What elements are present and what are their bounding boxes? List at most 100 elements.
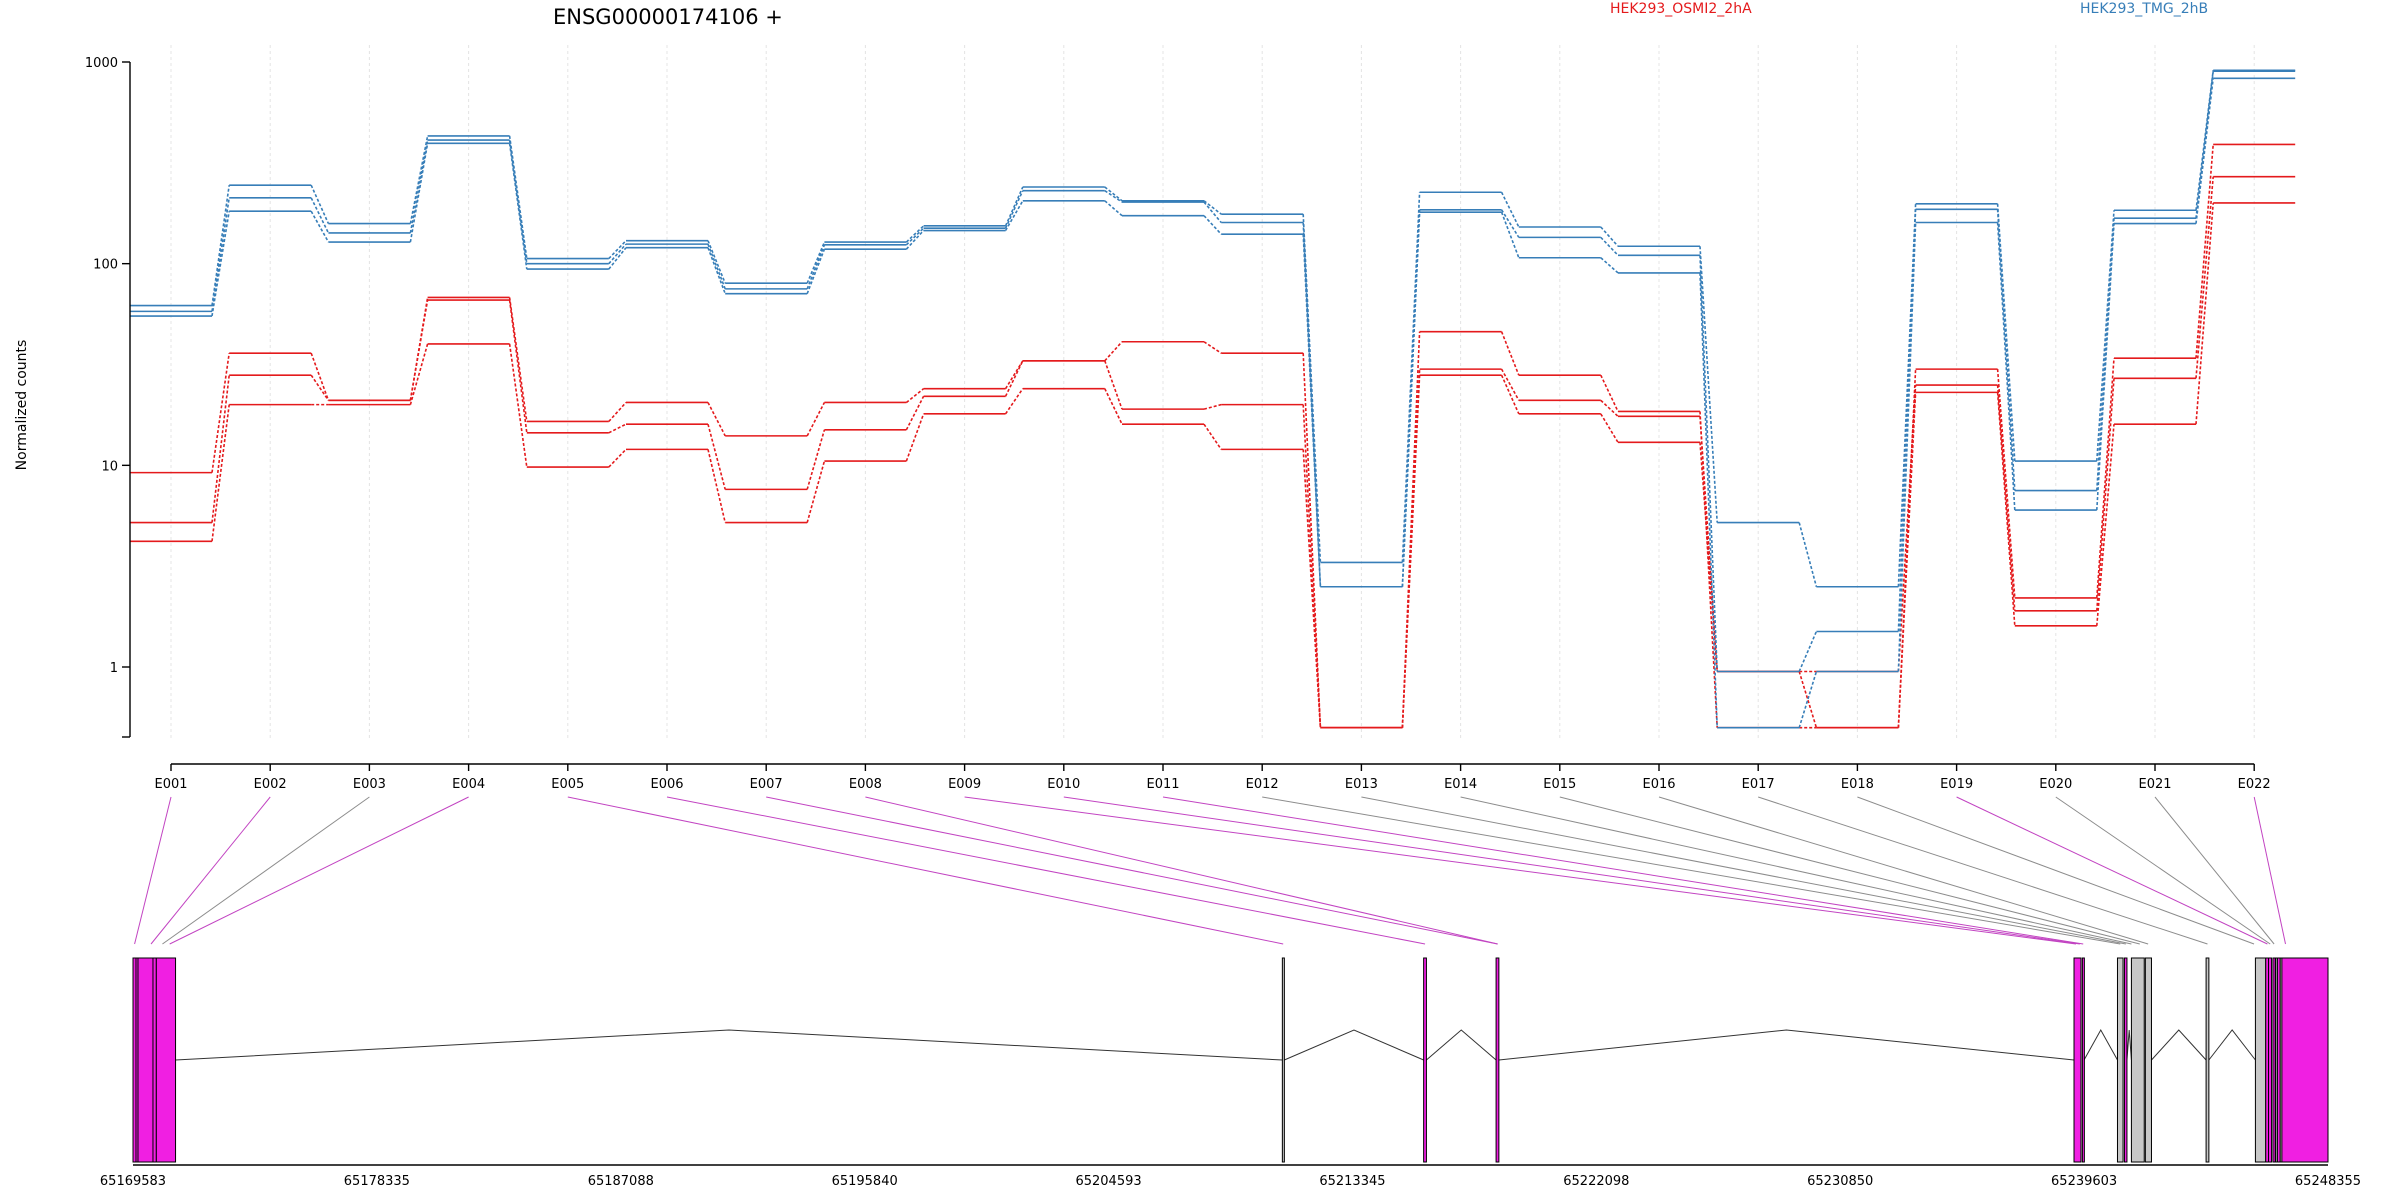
connector (310, 210, 330, 243)
bin-link-E003 (162, 796, 370, 945)
connector (905, 227, 925, 246)
y-tick-label: 100 (93, 258, 118, 273)
bin-link-E001 (134, 796, 172, 945)
connector (1004, 388, 1024, 415)
connector (905, 413, 925, 462)
intron (2083, 1028, 2118, 1061)
connector (1600, 413, 1619, 443)
connector (1600, 374, 1619, 412)
intron (2151, 1029, 2207, 1061)
connector (1699, 255, 1718, 672)
connector (2096, 378, 2115, 611)
connector (409, 143, 429, 243)
exon-block (1495, 957, 1500, 1163)
connector (1302, 214, 1322, 563)
x-tick-label-E013: E013 (1345, 777, 1378, 792)
y-axis-label: Normalized counts (14, 340, 30, 471)
bin-link-E008 (865, 796, 1498, 945)
x-tick-label-E015: E015 (1543, 777, 1576, 792)
connector (1004, 360, 1024, 397)
connector (905, 225, 925, 243)
coord-tick-label: 65178335 (344, 1174, 410, 1189)
bin-link-E018 (1857, 796, 2255, 945)
bin-link-E004 (169, 796, 469, 945)
bin-link-E013 (1361, 796, 2126, 945)
coord-tick-label: 65187088 (588, 1174, 654, 1189)
bin-link-E011 (1162, 796, 2084, 945)
x-tick-label-E007: E007 (750, 777, 783, 792)
x-tick-label-E001: E001 (154, 777, 187, 792)
connector (1203, 215, 1222, 235)
connector (1203, 423, 1222, 450)
connector (1897, 203, 1917, 587)
series-HEK293_OSMI2_2hA-rep2 (130, 175, 2296, 729)
coord-tick-label: 65204593 (1075, 1174, 1141, 1189)
connector (409, 139, 429, 234)
x-tick-label-E017: E017 (1742, 777, 1775, 792)
connector (1996, 222, 2016, 511)
series-HEK293_TMG_2hB-rep2 (130, 70, 2296, 673)
connector (1004, 190, 1024, 229)
x-tick-label-E019: E019 (1940, 777, 1973, 792)
connector (1104, 200, 1123, 217)
connector (211, 197, 230, 312)
connector (211, 375, 230, 523)
connector (707, 402, 726, 437)
connector (1897, 369, 1917, 728)
connector (707, 449, 726, 523)
connector (1500, 211, 1520, 259)
bin-link-E015 (1559, 796, 2140, 945)
exon-block (152, 957, 157, 1163)
connector (608, 243, 627, 265)
coord-tick-label: 65169583 (100, 1174, 166, 1189)
exon-links (134, 796, 2286, 945)
connector (806, 248, 826, 294)
connector (1302, 449, 1322, 728)
intron (175, 1029, 1283, 1061)
bin-link-E005 (567, 796, 1284, 945)
connector (211, 353, 230, 473)
x-tick-label-E008: E008 (849, 777, 882, 792)
connector (1897, 385, 1917, 672)
intron (2208, 1029, 2256, 1061)
exon-block (2254, 957, 2267, 1163)
series-HEK293_TMG_2hB-rep1 (130, 69, 2296, 588)
series-HEK293_OSMI2_2hA-rep3 (130, 202, 2296, 729)
connector (310, 352, 330, 401)
connector (310, 184, 330, 224)
connector (1500, 331, 1520, 376)
series-HEK293_TMG_2hB-rep3 (130, 77, 2296, 729)
coord-tick-label: 65239603 (2051, 1174, 2117, 1189)
exon-block (2123, 957, 2128, 1163)
connector (2096, 424, 2115, 626)
connector (905, 395, 925, 431)
connector (1104, 388, 1123, 425)
exon-block (2116, 957, 2124, 1163)
series-lines (130, 69, 2296, 729)
coord-tick-label: 65248355 (2295, 1174, 2361, 1189)
connector (2195, 144, 2214, 359)
connector (707, 247, 726, 294)
y-tick-label: 1 (110, 661, 118, 676)
exon-block (2130, 957, 2145, 1163)
connector (1699, 416, 1718, 672)
connector (806, 244, 826, 290)
connector (806, 460, 826, 523)
x-tick-label-E010: E010 (1047, 777, 1080, 792)
connector (1798, 631, 1818, 672)
x-tick-label-E006: E006 (650, 777, 683, 792)
connector (1302, 234, 1322, 587)
bin-link-E012 (1262, 796, 2121, 945)
connector (2096, 358, 2115, 599)
connector (211, 185, 230, 306)
exon-block (1423, 957, 1427, 1163)
connector (806, 429, 826, 490)
legend-entry-osmi2: HEK293_OSMI2_2hA (1610, 1, 1752, 17)
bin-link-E021 (2154, 796, 2275, 945)
x-tick-label-E020: E020 (2039, 777, 2072, 792)
connector (608, 401, 627, 423)
x-tick-label-E011: E011 (1146, 777, 1179, 792)
y-tick-label: 1000 (85, 56, 118, 71)
connector (2096, 223, 2115, 511)
